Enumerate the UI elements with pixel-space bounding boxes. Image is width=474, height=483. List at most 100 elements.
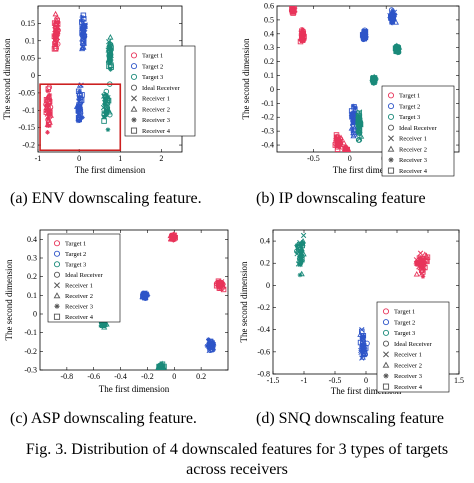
data-point-target-2 bbox=[142, 292, 148, 297]
subcaption-d: (d) SNQ downscaling feature bbox=[256, 410, 444, 427]
legend-label: Target 3 bbox=[399, 114, 420, 121]
data-point-target-1 bbox=[219, 285, 225, 291]
data-point-target-3 bbox=[395, 45, 401, 51]
figure-caption-line2: across receivers bbox=[186, 461, 288, 478]
legend-marker-star bbox=[388, 157, 394, 163]
data-point-target-1 bbox=[334, 143, 341, 150]
y-tick-label: -0.1 bbox=[22, 106, 35, 115]
x-tick-label: 0 bbox=[77, 154, 81, 163]
data-point-target-2 bbox=[359, 355, 365, 361]
legend-label: Target 3 bbox=[394, 330, 415, 337]
data-point-target-3 bbox=[106, 108, 113, 115]
data-point-target-1 bbox=[300, 35, 305, 41]
data-point-target-2 bbox=[80, 115, 85, 120]
x-tick-label: -1 bbox=[35, 154, 42, 163]
y-tick-label: 0 bbox=[266, 281, 270, 290]
legend-label: Target 1 bbox=[65, 240, 86, 247]
data-point-target-1 bbox=[52, 10, 59, 17]
y-tick-label: -0.3 bbox=[24, 366, 37, 375]
data-point-target-3 bbox=[101, 118, 107, 124]
data-point-target-3 bbox=[106, 39, 112, 45]
data-point-target-3 bbox=[102, 322, 108, 327]
data-point-target-2 bbox=[81, 30, 86, 35]
data-point-target-1 bbox=[54, 24, 61, 30]
data-point-target-2 bbox=[76, 106, 83, 112]
x-axis-label: The first dimension bbox=[99, 384, 170, 394]
data-point-target-2 bbox=[349, 113, 355, 118]
y-tick-label: -0.15 bbox=[18, 123, 35, 132]
data-point-target-3 bbox=[106, 63, 112, 70]
legend-marker-triangle bbox=[53, 292, 61, 299]
data-point-target-2 bbox=[211, 347, 216, 352]
data-point-target-3 bbox=[106, 57, 113, 63]
legend-label: Receiver 2 bbox=[65, 293, 93, 300]
data-point-target-2 bbox=[360, 339, 367, 346]
data-point-target-1 bbox=[46, 123, 51, 128]
subcaption-b: (b) IP downscaling feature bbox=[256, 190, 426, 207]
y-tick-label: 0.2 bbox=[27, 272, 37, 281]
data-point-target-1 bbox=[336, 136, 342, 141]
legend-label: Target 2 bbox=[65, 251, 86, 258]
x-tick-label: 0 bbox=[364, 376, 368, 385]
y-tick-label: 0.15 bbox=[21, 19, 35, 28]
y-tick-label: 0.4 bbox=[264, 29, 274, 38]
data-point-target-1 bbox=[169, 233, 176, 240]
data-point-target-1 bbox=[332, 133, 340, 140]
data-point-target-1 bbox=[421, 251, 428, 257]
data-point-target-2 bbox=[389, 15, 396, 22]
data-point-target-3 bbox=[355, 137, 362, 143]
legend-label: Target 3 bbox=[142, 74, 163, 81]
legend-marker-star bbox=[54, 303, 60, 309]
data-point-target-2 bbox=[75, 88, 82, 95]
data-point-target-1 bbox=[43, 97, 50, 103]
data-point-target-1 bbox=[54, 17, 60, 24]
x-axis-label: The first dimension bbox=[331, 386, 402, 396]
data-point-target-1 bbox=[343, 144, 349, 151]
data-point-target-2 bbox=[76, 117, 82, 123]
x-tick-label: 0 bbox=[172, 372, 176, 381]
highlight-box bbox=[39, 83, 122, 152]
data-point-target-3 bbox=[103, 88, 110, 95]
y-tick-label: 0 bbox=[33, 310, 37, 319]
chart-snq: -1.5-1-0.500.511.5-0.8-0.6-0.4-0.200.20.… bbox=[239, 229, 464, 396]
legend-marker-circle bbox=[130, 84, 138, 91]
data-point-target-1 bbox=[417, 256, 424, 262]
panel-a-env: -1 0 1 2 -0.2 -0.15 -0.1 -0.05 0 0.05 0.1 0.15 The f… bbox=[0, 0, 237, 190]
y-tick-label: 0.3 bbox=[264, 43, 274, 52]
legend-label: Ideal Receiver bbox=[65, 272, 104, 279]
data-point-target-1 bbox=[290, 6, 297, 13]
data-point-target-3 bbox=[299, 259, 304, 265]
data-point-target-3 bbox=[300, 240, 306, 245]
legend-marker-square bbox=[382, 383, 390, 390]
legend-marker-star bbox=[131, 117, 137, 123]
data-point-target-1 bbox=[45, 110, 52, 116]
y-tick-label: -0.4 bbox=[261, 141, 274, 150]
y-axis-label: The second dimension bbox=[2, 38, 12, 119]
data-point-target-1 bbox=[413, 261, 419, 267]
legend-marker-circle bbox=[53, 261, 61, 268]
y-tick-label: -0.8 bbox=[257, 370, 270, 379]
data-point-target-3 bbox=[103, 111, 108, 116]
x-tick-label: 1.5 bbox=[454, 376, 464, 385]
data-point-target-2 bbox=[359, 327, 365, 333]
data-point-target-2 bbox=[390, 8, 395, 13]
data-point-target-2 bbox=[76, 111, 81, 116]
y-tick-label: -0.2 bbox=[22, 141, 35, 150]
data-point-target-2 bbox=[361, 333, 366, 339]
data-point-target-2 bbox=[359, 346, 365, 352]
data-point-target-3 bbox=[298, 270, 305, 277]
legend-label: Receiver 1 bbox=[65, 282, 93, 289]
figure-caption: Fig. 3. Distribution of 4 downscaled fea… bbox=[0, 440, 474, 480]
panel-d-snq: -1.5-1-0.500.511.5-0.8-0.6-0.4-0.200.20.… bbox=[237, 222, 474, 410]
data-point-target-1 bbox=[52, 34, 57, 40]
legend-label: Target 1 bbox=[394, 309, 415, 316]
y-tick-label: -0.2 bbox=[257, 303, 270, 312]
legend-label: Receiver 2 bbox=[394, 362, 422, 369]
y-tick-label: -0.1 bbox=[261, 99, 274, 108]
legend-label: Receiver 2 bbox=[142, 106, 170, 113]
legend-box bbox=[124, 45, 196, 137]
data-points bbox=[288, 6, 403, 152]
subcaption-c: (c) ASP downscaling feature. bbox=[10, 410, 197, 427]
x-tick-label: 1 bbox=[118, 154, 122, 163]
data-point-target-2 bbox=[392, 19, 400, 25]
